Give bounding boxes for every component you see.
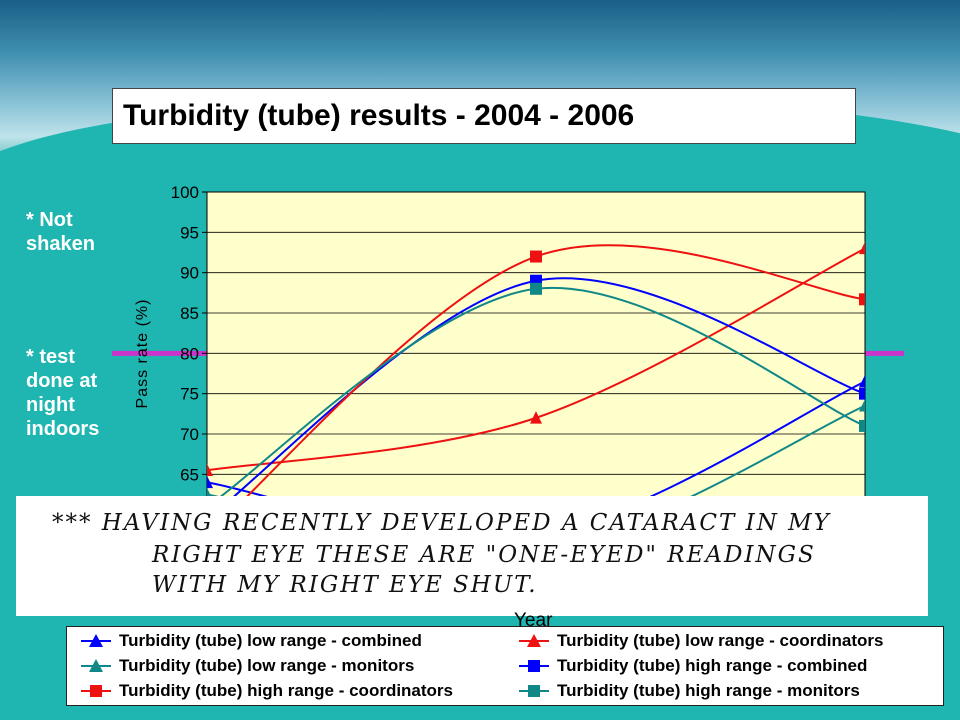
x-axis-label: Year	[514, 610, 553, 631]
y-tick-label: 100	[171, 183, 199, 202]
legend-label: Turbidity (tube) low range - combined	[119, 631, 422, 650]
y-tick-label: 95	[180, 223, 199, 242]
handwritten-line-2: RIGHT EYE THESE ARE "ONE-EYED" READINGS	[152, 542, 816, 568]
data-point	[207, 463, 213, 476]
y-tick-label: 85	[180, 304, 199, 323]
legend-entry: Turbidity (tube) low range - monitors	[79, 655, 414, 677]
data-point	[859, 293, 865, 306]
data-point	[530, 411, 542, 424]
y-tick-label: 70	[180, 425, 199, 444]
legend-swatch	[81, 659, 111, 672]
handwritten-line-3: WITH MY RIGHT EYE SHUT.	[152, 572, 538, 598]
side-note-not-shaken: * Not shaken	[26, 209, 95, 255]
legend-label: Turbidity (tube) high range - coordinato…	[119, 681, 454, 700]
legend-swatch	[519, 685, 549, 697]
legend-label: Turbidity (tube) low range - coordinator…	[557, 631, 884, 650]
legend-entry: Turbidity (tube) high range - monitors	[517, 680, 860, 702]
legend-entry: Turbidity (tube) low range - combined	[79, 630, 422, 652]
legend-entry: Turbidity (tube) low range - coordinator…	[517, 630, 883, 652]
title-box: Turbidity (tube) results - 2004 - 2006	[112, 88, 856, 144]
legend-swatch	[519, 660, 549, 672]
legend-entry: Turbidity (tube) high range - coordinato…	[79, 680, 453, 702]
data-point	[859, 374, 865, 388]
handwritten-line-1: *** HAVING RECENTLY DEVELOPED A CATARACT…	[52, 510, 831, 536]
legend-swatch	[81, 634, 111, 647]
legend: Turbidity (tube) low range - combined Tur…	[66, 626, 944, 706]
y-axis-label: Pass rate (%)	[134, 299, 151, 409]
legend-swatch	[519, 634, 549, 647]
legend-label: Turbidity (tube) high range - combined	[557, 656, 868, 675]
data-point	[859, 399, 865, 412]
data-point	[207, 475, 213, 489]
y-tick-label: 75	[180, 385, 199, 404]
side-note-night-indoors: * test done at night indoors	[26, 346, 100, 440]
data-point	[859, 387, 865, 400]
data-point	[859, 419, 865, 432]
legend-label: Turbidity (tube) low range - monitors	[119, 656, 415, 675]
legend-label: Turbidity (tube) high range - monitors	[557, 681, 860, 700]
y-tick-label: 65	[180, 465, 199, 484]
series-line-5	[207, 244, 865, 536]
data-point	[530, 250, 542, 263]
page-title: Turbidity (tube) results - 2004 - 2006	[123, 99, 635, 132]
legend-entry: Turbidity (tube) high range - combined	[517, 655, 867, 677]
legend-swatch	[81, 685, 111, 697]
data-point	[530, 282, 542, 295]
y-tick-label: 90	[180, 264, 199, 283]
handwritten-note: *** HAVING RECENTLY DEVELOPED A CATARACT…	[16, 496, 928, 616]
data-point	[859, 241, 865, 255]
y-tick-label: 80	[180, 344, 199, 363]
